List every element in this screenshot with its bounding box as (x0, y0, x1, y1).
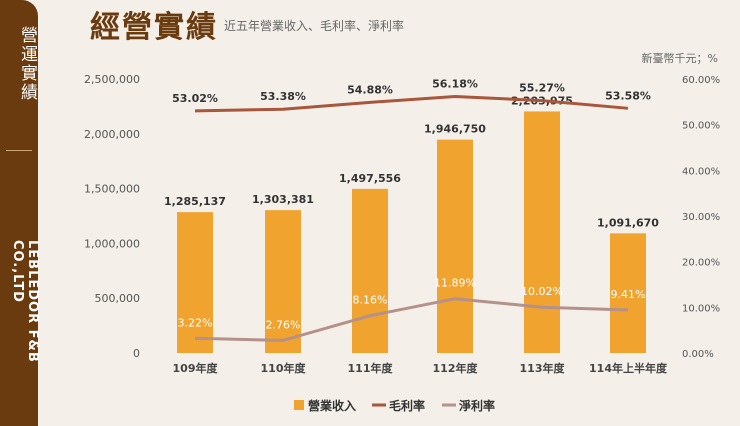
bar-label: 1,946,750 (424, 123, 486, 136)
legend-swatch (294, 400, 304, 410)
right-tick-label: 30.00% (682, 212, 720, 223)
line-label: 10.02% (521, 285, 563, 298)
right-tick-label: 10.00% (682, 303, 720, 314)
x-tick-label: 111年度 (348, 361, 394, 375)
x-tick-label: 110年度 (261, 361, 307, 375)
right-tick-label: 20.00% (682, 258, 720, 269)
bar (265, 210, 301, 353)
bar-label: 1,285,137 (164, 195, 226, 208)
right-tick-label: 0.00% (682, 349, 714, 360)
bar (610, 233, 646, 353)
line-label: 56.18% (432, 77, 478, 90)
bar (352, 188, 388, 353)
right-tick-label: 60.00% (682, 75, 720, 86)
page-title: 經營實績 (90, 10, 218, 45)
line-label: 53.02% (172, 92, 218, 105)
line-1 (194, 94, 629, 113)
line-label: 53.58% (605, 89, 651, 102)
x-tick-label: 112年度 (433, 361, 479, 375)
bar-label: 1,303,381 (252, 193, 314, 206)
line-label: 55.27% (519, 82, 565, 95)
unit-label: 新臺幣千元；% (641, 52, 718, 65)
x-tick-label: 109年度 (173, 361, 219, 375)
legend-label: 淨利率 (458, 398, 495, 413)
line-2 (194, 297, 629, 342)
left-tick-label: 1,500,000 (84, 183, 140, 196)
sidebar-title: 營運實績 (17, 26, 37, 102)
left-tick-label: 0 (133, 347, 140, 360)
company-name: LEBLEDOR F&B CO.,LTD (10, 240, 40, 363)
line-label: 53.38% (260, 90, 306, 103)
line-label: 9.41% (611, 288, 646, 301)
x-tick-label: 113年度 (520, 361, 566, 375)
sidebar: 營運實績 LEBLEDOR F&B CO.,LTD (0, 0, 40, 426)
left-tick-label: 2,000,000 (84, 128, 140, 141)
bar-label: 1,091,670 (597, 216, 659, 229)
bar (437, 139, 473, 353)
right-tick-label: 50.00% (682, 121, 720, 132)
page-subtitle: 近五年營業收入、毛利率、淨利率 (224, 19, 405, 33)
bar-label: 1,497,556 (339, 172, 401, 185)
line-label: 11.89% (434, 277, 476, 290)
line-label: 3.22% (178, 316, 213, 329)
legend-label: 營業收入 (308, 398, 356, 413)
line-label: 8.16% (353, 294, 388, 307)
line-label: 54.88% (347, 83, 393, 96)
legend-label: 毛利率 (389, 398, 425, 413)
divider (6, 150, 32, 151)
left-tick-label: 1,000,000 (84, 237, 140, 250)
right-tick-label: 40.00% (682, 166, 720, 177)
left-tick-label: 2,500,000 (84, 73, 140, 86)
x-tick-label: 114年上半年度 (589, 361, 668, 375)
bar (177, 212, 213, 353)
left-tick-label: 500,000 (95, 292, 141, 305)
line-label: 2.76% (266, 318, 301, 331)
bar (524, 111, 560, 354)
